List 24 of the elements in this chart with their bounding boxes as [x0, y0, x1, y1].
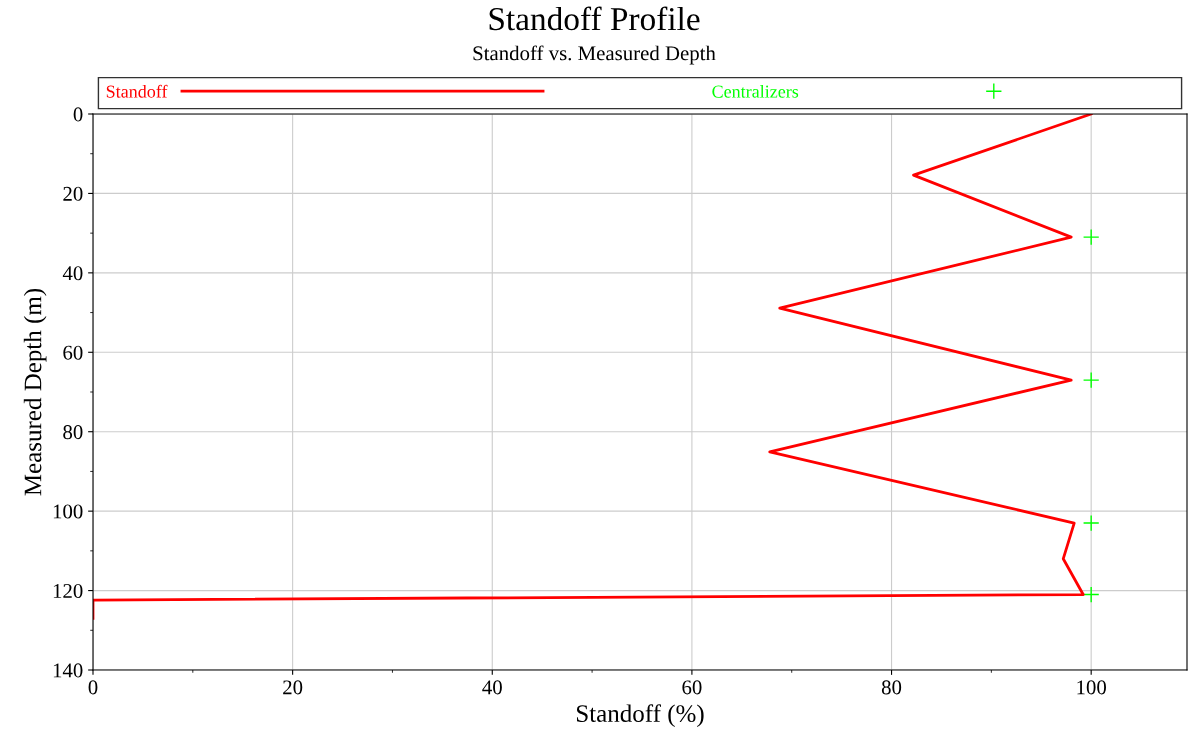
x-tick-label: 60 [682, 680, 702, 695]
text: Centralizers [712, 84, 799, 98]
y-tick-label: 100 [53, 504, 83, 519]
y-tick-label: 0 [73, 107, 83, 122]
y-tick-label: 140 [53, 663, 83, 678]
point [1082, 514, 1100, 532]
x-tick-label: 40 [482, 680, 502, 695]
text: Standoff [106, 84, 168, 98]
point [1082, 371, 1100, 389]
y-tick-label: 120 [53, 583, 83, 598]
x-tick-label: 0 [88, 680, 98, 695]
point [1082, 586, 1100, 603]
y-tick-label: 80 [63, 425, 83, 440]
x-tick-label: 80 [881, 680, 902, 695]
point [1082, 228, 1100, 246]
x-axis-title: Standoff (%) [576, 704, 704, 728]
chart-subtitle: Standoff vs. Measured Depth [473, 45, 716, 65]
y-tick-label: 60 [63, 345, 83, 360]
y-axis-title: Measured Depth (m) [23, 288, 47, 496]
y-tick-label: 40 [62, 266, 83, 281]
x-tick-label: 100 [1077, 680, 1107, 695]
chart-title: Standoff Profile [489, 6, 700, 31]
x-tick-label: 20 [283, 680, 303, 695]
y-tick-label: 20 [63, 186, 83, 201]
